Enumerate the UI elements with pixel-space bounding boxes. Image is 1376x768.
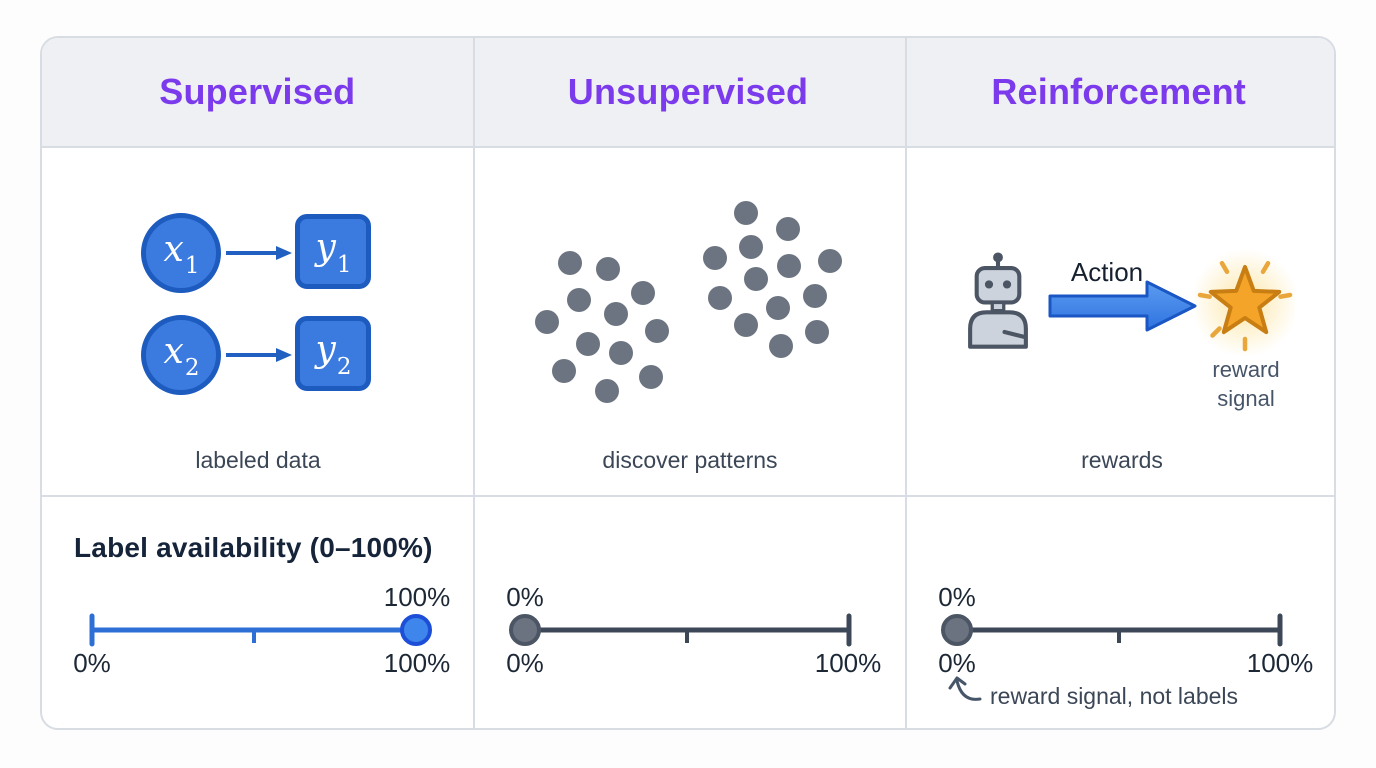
cluster-dot <box>734 313 758 337</box>
cluster-dot <box>766 296 790 320</box>
cluster-dot <box>535 310 559 334</box>
cluster-dot <box>777 254 801 278</box>
header-reinforcement: Reinforcement <box>991 71 1246 112</box>
reward-signal-label: reward signal <box>1212 357 1280 411</box>
slider-supervised-value: 100% <box>383 582 451 612</box>
slider-knob <box>941 614 973 646</box>
cluster-dot <box>734 201 758 225</box>
cluster-dot <box>744 267 768 291</box>
cluster-dot <box>703 246 727 270</box>
node-label: x2 <box>163 330 200 382</box>
ml-comparison-card: Supervised Unsupervised Reinforcement x1… <box>40 36 1336 730</box>
cluster-dot <box>639 365 663 389</box>
row-divider <box>42 495 1334 497</box>
node-label: x1 <box>163 228 200 280</box>
cluster-dot <box>558 251 582 275</box>
curved-arrow-icon <box>948 676 982 701</box>
caption-supervised: labeled data <box>195 447 321 473</box>
cluster-dot <box>805 320 829 344</box>
cluster-dot <box>576 332 600 356</box>
header-unsupervised: Unsupervised <box>567 71 809 112</box>
cluster-dot <box>645 319 669 343</box>
mapping-arrow-icon <box>226 348 292 362</box>
reward-star-icon <box>1195 249 1295 357</box>
cluster-dot <box>631 281 655 305</box>
slider-supervised-min: 0% <box>73 648 111 678</box>
slider-reinforcement <box>941 613 1283 647</box>
cluster-dot <box>604 302 628 326</box>
cluster-dots-plot <box>535 201 842 403</box>
cluster-dot <box>739 235 763 259</box>
header-row: Supervised Unsupervised Reinforcement <box>42 38 1334 148</box>
cluster-dot <box>818 249 842 273</box>
output-node-y1: y1 <box>295 214 371 289</box>
caption-reinforcement: rewards <box>1081 447 1163 473</box>
action-label: Action <box>1070 257 1144 287</box>
column-divider-2 <box>905 38 907 728</box>
cluster-dot <box>609 341 633 365</box>
node-label: y1 <box>315 227 352 278</box>
caption-unsupervised: discover patterns <box>602 447 778 473</box>
cluster-dot <box>708 286 732 310</box>
slider-supervised <box>89 613 432 647</box>
cluster-dot <box>776 217 800 241</box>
column-divider-1 <box>473 38 475 728</box>
slider-unsupervised-min: 0% <box>506 648 544 678</box>
cluster-dot <box>596 257 620 281</box>
cluster-dot <box>803 284 827 308</box>
slider-unsupervised-max: 100% <box>814 648 882 678</box>
output-node-y2: y2 <box>295 316 371 391</box>
slider-knob <box>400 614 432 646</box>
header-supervised: Supervised <box>159 71 356 112</box>
annotation-reward-not-labels: reward signal, not labels <box>990 683 1239 709</box>
cluster-dot <box>552 359 576 383</box>
action-arrow-icon <box>1048 280 1197 332</box>
slider-unsupervised <box>509 613 852 647</box>
slider-knob <box>509 614 541 646</box>
cluster-dot <box>769 334 793 358</box>
slider-reinforcement-value: 0% <box>938 582 976 612</box>
input-node-x2: x2 <box>141 315 221 395</box>
mapping-arrow-icon <box>226 246 292 260</box>
node-label: y2 <box>315 329 352 380</box>
availability-heading: Label availability (0–100%) <box>74 532 433 563</box>
cluster-dot <box>567 288 591 312</box>
slider-reinforcement-max: 100% <box>1246 648 1314 678</box>
input-node-x1: x1 <box>141 213 221 293</box>
slider-reinforcement-min: 0% <box>938 648 976 678</box>
slider-supervised-max: 100% <box>383 648 451 678</box>
robot-icon <box>968 252 1028 349</box>
cluster-dot <box>595 379 619 403</box>
slider-unsupervised-value: 0% <box>506 582 544 612</box>
